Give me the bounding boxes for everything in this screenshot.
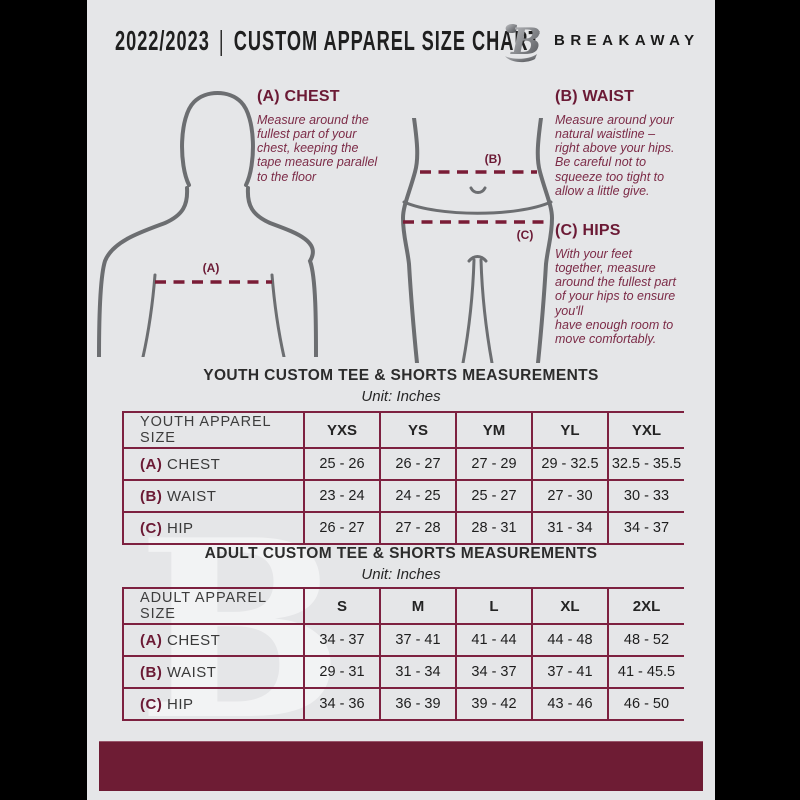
masthead: 2022/2023 | CUSTOM APPAREL SIZE CHART <box>115 25 541 57</box>
size-header-ym: YM <box>455 411 533 449</box>
cell-value: 27 - 29 <box>455 447 533 481</box>
diagram-label-hips: (C) <box>516 228 534 242</box>
size-header-yl: YL <box>531 411 609 449</box>
cell-value: 36 - 39 <box>379 687 457 721</box>
cell-value: 30 - 33 <box>607 479 684 513</box>
row-name: HIP <box>167 695 194 713</box>
table-row-chest: (A) CHEST 25 - 26 26 - 27 27 - 29 29 - 3… <box>122 447 684 481</box>
row-name: CHEST <box>167 631 221 649</box>
cell-value: 41 - 44 <box>455 623 533 657</box>
table-row-hip: (C) HIP 26 - 27 27 - 28 28 - 31 31 - 34 … <box>122 511 684 545</box>
cell-value: 41 - 45.5 <box>607 655 684 689</box>
hips-body: With your feet together, measure around … <box>555 247 676 346</box>
row-name: WAIST <box>167 487 217 505</box>
page-title: CUSTOM APPAREL SIZE CHART <box>233 25 541 56</box>
size-header-xl: XL <box>531 587 609 625</box>
cell-value: 39 - 42 <box>455 687 533 721</box>
separator: | <box>218 25 225 56</box>
cell-value: 29 - 32.5 <box>531 447 609 481</box>
row-prefix: (B) <box>140 663 163 681</box>
cell-value: 23 - 24 <box>303 479 381 513</box>
row-label-chest: (A) CHEST <box>122 623 305 657</box>
row-label-hip: (C) HIP <box>122 511 305 545</box>
row-prefix: (C) <box>140 519 163 537</box>
cell-value: 26 - 27 <box>303 511 381 545</box>
row-name: WAIST <box>167 663 217 681</box>
row-prefix: (B) <box>140 487 163 505</box>
row-name: HIP <box>167 519 194 537</box>
chest-instructions: (A) CHEST Measure around the fullest par… <box>257 88 391 184</box>
chest-body: Measure around the fullest part of your … <box>257 113 378 184</box>
table-row-waist: (B) WAIST 23 - 24 24 - 25 25 - 27 27 - 3… <box>122 479 684 513</box>
cell-value: 27 - 30 <box>531 479 609 513</box>
youth-size-table: YOUTH APPAREL SIZE YXS YS YM YL YXL (A) … <box>122 411 684 545</box>
size-header-yxs: YXS <box>303 411 381 449</box>
table-header-row: ADULT APPAREL SIZE S M L XL 2XL <box>122 587 684 625</box>
breakaway-b-logo-icon: B <box>505 21 541 63</box>
diagram-label-chest: (A) <box>202 261 220 275</box>
cell-value: 32.5 - 35.5 <box>607 447 684 481</box>
waist-heading: (B) WAIST <box>555 88 635 105</box>
chest-heading: (A) CHEST <box>257 88 340 105</box>
row-prefix: (A) <box>140 455 163 473</box>
adult-size-table: ADULT APPAREL SIZE S M L XL 2XL (A) CHES… <box>122 587 684 721</box>
cell-value: 37 - 41 <box>531 655 609 689</box>
size-header-l: L <box>455 587 533 625</box>
row-prefix: (C) <box>140 695 163 713</box>
size-header-2xl: 2XL <box>607 587 684 625</box>
svg-text:B: B <box>510 21 541 63</box>
hips-instructions: (C) HIPS With your feet together, measur… <box>555 222 710 346</box>
upper-body-silhouette <box>97 91 318 357</box>
cell-value: 43 - 46 <box>531 687 609 721</box>
season-label: 2022/2023 <box>115 25 210 56</box>
cell-value: 27 - 28 <box>379 511 457 545</box>
cell-value: 46 - 50 <box>607 687 684 721</box>
adult-table-unit: Unit: Inches <box>361 566 441 583</box>
cell-value: 26 - 27 <box>379 447 457 481</box>
hips-heading: (C) HIPS <box>555 222 621 239</box>
table-row-hip: (C) HIP 34 - 36 36 - 39 39 - 42 43 - 46 … <box>122 687 684 721</box>
cell-value: 34 - 37 <box>455 655 533 689</box>
cell-value: 31 - 34 <box>531 511 609 545</box>
row-label-hip: (C) HIP <box>122 687 305 721</box>
cell-value: 25 - 27 <box>455 479 533 513</box>
adult-size-column-header: ADULT APPAREL SIZE <box>122 587 305 625</box>
table-row-chest: (A) CHEST 34 - 37 37 - 41 41 - 44 44 - 4… <box>122 623 684 657</box>
row-prefix: (A) <box>140 631 163 649</box>
youth-size-column-header: YOUTH APPAREL SIZE <box>122 411 305 449</box>
cell-value: 44 - 48 <box>531 623 609 657</box>
cell-value: 37 - 41 <box>379 623 457 657</box>
cell-value: 34 - 37 <box>303 623 381 657</box>
page: B 2022/2023 | CUSTOM APPAREL SIZE CHART B … <box>87 0 715 800</box>
youth-table-title: YOUTH CUSTOM TEE & SHORTS MEASUREMENTS <box>203 367 599 384</box>
size-header-ys: YS <box>379 411 457 449</box>
waist-body: Measure around your natural waistline – … <box>555 113 675 198</box>
row-label-chest: (A) CHEST <box>122 447 305 481</box>
size-header-yxl: YXL <box>607 411 684 449</box>
cell-value: 25 - 26 <box>303 447 381 481</box>
row-label-waist: (B) WAIST <box>122 655 305 689</box>
cell-value: 31 - 34 <box>379 655 457 689</box>
table-header-row: YOUTH APPAREL SIZE YXS YS YM YL YXL <box>122 411 684 449</box>
cell-value: 24 - 25 <box>379 479 457 513</box>
row-label-waist: (B) WAIST <box>122 479 305 513</box>
waist-instructions: (B) WAIST Measure around your natural wa… <box>555 88 707 198</box>
youth-table-unit: Unit: Inches <box>361 388 441 405</box>
row-name: CHEST <box>167 455 221 473</box>
table-row-waist: (B) WAIST 29 - 31 31 - 34 34 - 37 37 - 4… <box>122 655 684 689</box>
adult-table-title: ADULT CUSTOM TEE & SHORTS MEASUREMENTS <box>204 545 598 562</box>
size-header-s: S <box>303 587 381 625</box>
size-header-m: M <box>379 587 457 625</box>
brand-name: BREAKAWAY <box>554 32 700 49</box>
lower-body-silhouette <box>400 118 555 363</box>
cell-value: 29 - 31 <box>303 655 381 689</box>
diagram-label-waist: (B) <box>484 152 502 166</box>
footer-bar <box>99 741 703 791</box>
cell-value: 34 - 36 <box>303 687 381 721</box>
cell-value: 34 - 37 <box>607 511 684 545</box>
cell-value: 28 - 31 <box>455 511 533 545</box>
cell-value: 48 - 52 <box>607 623 684 657</box>
